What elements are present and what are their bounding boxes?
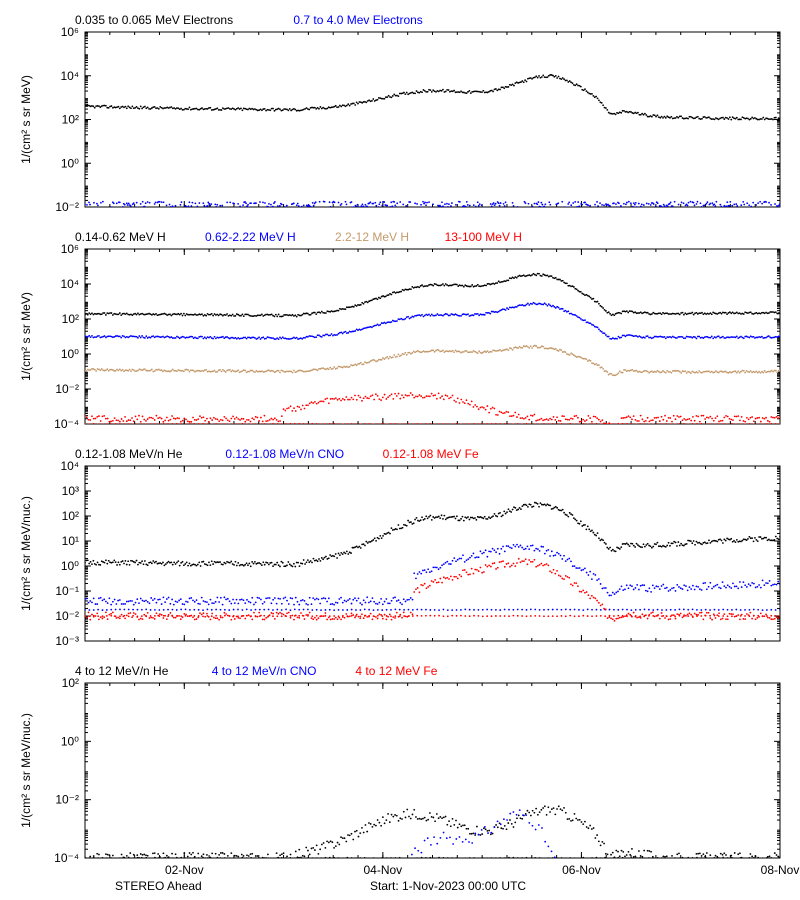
- ytick-label: 10⁻¹: [55, 584, 79, 598]
- ytick-label: 10⁻²: [55, 382, 79, 396]
- ytick-label: 10⁻²: [55, 793, 79, 807]
- ytick-label: 10²: [62, 312, 79, 326]
- ytick-label: 10²: [62, 509, 79, 523]
- ytick-label: 10⁴: [60, 459, 79, 473]
- y-axis-label: 1/(cm² s sr MeV): [19, 75, 33, 164]
- ytick-label: 10²: [62, 676, 79, 690]
- legend-label: 4 to 12 MeV Fe: [355, 664, 437, 678]
- y-axis-label: 1/(cm² s sr MeV/nuc.): [19, 496, 33, 611]
- ytick-label: 10⁻³: [55, 634, 79, 648]
- plot-frame: [85, 466, 780, 641]
- series: [0, 0, 1, 1]
- ytick-label: 10⁻²: [55, 200, 79, 214]
- y-axis-label: 1/(cm² s sr MeV/nuc.): [19, 713, 33, 828]
- chart-svg: 0.035 to 0.065 MeV Electrons 0.7 to 4.0 M…: [0, 0, 800, 900]
- ytick-label: 10⁻²: [55, 609, 79, 623]
- ytick-label: 10⁰: [61, 559, 79, 573]
- legend-label: 13-100 MeV H: [445, 230, 522, 244]
- ytick-label: 10⁻⁴: [54, 851, 79, 865]
- ytick-label: 10⁶: [61, 25, 79, 39]
- ytick-label: 10⁶: [61, 242, 79, 256]
- xtick-label: 06-Nov: [562, 863, 601, 877]
- ytick-label: 10¹: [62, 534, 79, 548]
- legend-label: 0.12-1.08 MeV/n He: [75, 447, 183, 461]
- legend-label: 2.2-12 MeV H: [335, 230, 409, 244]
- plot-frame: [85, 32, 780, 207]
- plot-frame: [85, 683, 780, 858]
- series: [84, 273, 781, 318]
- series: [84, 345, 781, 377]
- y-axis-label: 1/(cm² s sr MeV): [19, 292, 33, 381]
- ytick-label: 10⁰: [61, 347, 79, 361]
- series: [84, 544, 781, 611]
- instrument-label: STEREO Ahead: [115, 879, 202, 893]
- ytick-label: 10⁰: [61, 734, 79, 748]
- legend-label: 4 to 12 MeV/n CNO: [212, 664, 317, 678]
- legend-label: 0.62-2.22 MeV H: [205, 230, 296, 244]
- xtick-label: 08-Nov: [761, 863, 800, 877]
- legend-label: 0.035 to 0.065 MeV Electrons: [75, 13, 233, 27]
- legend-label: 0.12-1.08 MeV Fe: [383, 447, 479, 461]
- xtick-label: 04-Nov: [364, 863, 403, 877]
- ytick-label: 10⁻⁴: [54, 417, 79, 431]
- ytick-label: 10⁴: [60, 69, 79, 83]
- stereo-particle-panels: 0.035 to 0.065 MeV Electrons 0.7 to 4.0 M…: [0, 0, 800, 900]
- legend-label: 4 to 12 MeV/n He: [75, 664, 169, 678]
- legend-label: 0.12-1.08 MeV/n CNO: [225, 447, 344, 461]
- start-time-label: Start: 1-Nov-2023 00:00 UTC: [370, 879, 526, 893]
- series: [84, 302, 781, 340]
- legend-label: 0.14-0.62 MeV H: [75, 230, 166, 244]
- legend-label: 0.7 to 4.0 Mev Electrons: [293, 13, 422, 27]
- series: [84, 502, 781, 568]
- ytick-label: 10³: [62, 484, 79, 498]
- ytick-label: 10⁰: [61, 156, 79, 170]
- ytick-label: 10²: [62, 113, 79, 127]
- xtick-label: 02-Nov: [165, 863, 204, 877]
- series: [84, 74, 781, 120]
- ytick-label: 10⁴: [60, 277, 79, 291]
